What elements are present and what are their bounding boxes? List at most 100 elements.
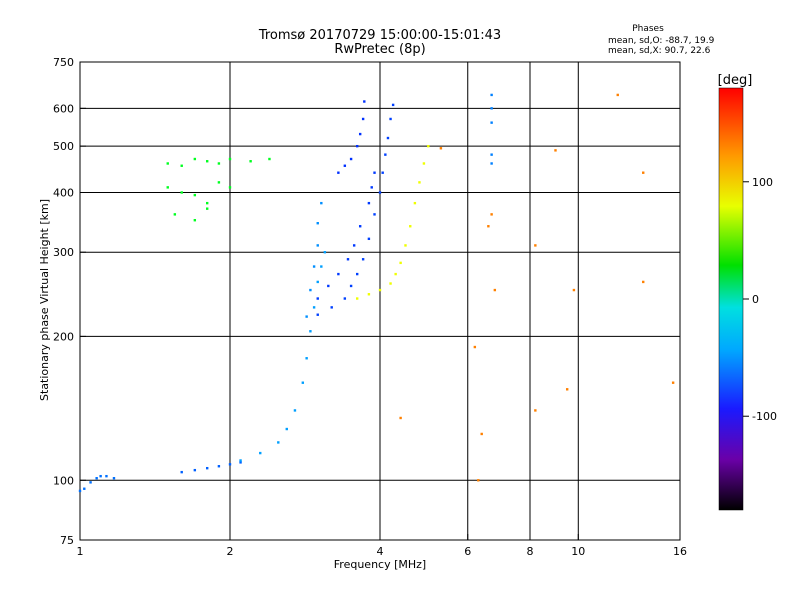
data-point	[330, 306, 333, 309]
data-point	[399, 261, 402, 265]
data-point	[112, 477, 116, 480]
colorbar-tick-label: -100	[752, 410, 777, 423]
data-point	[316, 297, 319, 300]
data-point	[268, 157, 271, 161]
y-tick-label: 750	[53, 56, 74, 69]
data-point	[173, 213, 177, 216]
data-point	[228, 463, 232, 466]
data-point	[480, 432, 483, 436]
x-tick-label: 16	[673, 545, 687, 558]
data-point	[616, 93, 619, 97]
data-point	[427, 144, 430, 148]
data-point	[193, 219, 197, 222]
data-point	[370, 186, 373, 189]
grid-lines	[80, 62, 680, 540]
data-point	[239, 461, 242, 464]
data-point	[180, 191, 183, 194]
data-point	[320, 201, 323, 205]
data-point	[384, 153, 387, 156]
data-point	[534, 409, 537, 412]
data-point	[343, 164, 347, 167]
y-tick-label: 100	[53, 474, 74, 487]
data-point	[205, 160, 209, 163]
data-point	[378, 191, 382, 194]
x-tick-label: 2	[227, 545, 234, 558]
data-point	[312, 265, 316, 268]
data-point	[671, 381, 675, 384]
data-point	[205, 207, 209, 210]
colorbar-ticks: 100 0 -100	[743, 176, 777, 423]
data-point	[316, 222, 319, 225]
data-point	[389, 117, 392, 121]
data-point	[316, 280, 319, 284]
data-point	[228, 186, 232, 189]
data-point	[355, 272, 359, 276]
data-point	[312, 306, 316, 309]
data-point	[378, 288, 382, 292]
data-point	[490, 93, 493, 97]
x-tick-label: 10	[571, 545, 585, 558]
data-point	[217, 465, 221, 468]
data-point	[305, 357, 308, 360]
data-point	[477, 479, 480, 482]
data-point	[309, 330, 312, 333]
data-point	[105, 474, 108, 478]
data-point	[534, 244, 537, 247]
colorbar-label: [deg]	[718, 73, 753, 88]
data-point	[409, 225, 412, 228]
data-point	[554, 149, 557, 152]
data-point	[493, 288, 497, 292]
data-point	[305, 315, 308, 318]
data-point	[355, 144, 359, 148]
data-point	[259, 451, 262, 455]
data-point	[399, 416, 402, 420]
x-axis-label: Frequency [MHz]	[334, 558, 426, 571]
data-point	[358, 132, 362, 136]
data-point	[316, 244, 319, 247]
data-point	[391, 103, 395, 107]
data-point	[205, 201, 209, 205]
data-point	[99, 474, 102, 478]
data-point	[309, 288, 312, 292]
data-point	[487, 225, 490, 228]
data-points	[78, 93, 675, 493]
data-point	[83, 487, 86, 490]
data-point	[346, 258, 350, 261]
data-point	[293, 409, 297, 412]
x-tick-label: 8	[527, 545, 534, 558]
x-tick-label: 1	[77, 545, 84, 558]
data-point	[642, 280, 645, 284]
data-point	[422, 162, 426, 165]
data-point	[193, 193, 197, 197]
data-point	[193, 157, 197, 161]
data-point	[361, 258, 365, 261]
data-point	[343, 297, 347, 300]
y-axis-label: Stationary phase Virtual Height [km]	[38, 199, 51, 401]
data-point	[180, 470, 183, 474]
y-tick-label: 500	[53, 140, 74, 153]
axis-ticks: 1 2 4 6 8 10 16 75 100 200 300 400 500 600 750	[53, 56, 687, 558]
data-point	[358, 225, 362, 228]
data-point	[337, 171, 340, 174]
data-point	[381, 171, 384, 174]
colorbar	[718, 87, 744, 511]
data-point	[413, 201, 417, 205]
data-point	[277, 441, 280, 444]
data-point	[367, 201, 371, 205]
data-point	[78, 489, 82, 493]
data-point	[490, 153, 493, 156]
data-point	[193, 468, 197, 472]
phases-label: Phases	[632, 24, 664, 34]
y-tick-label: 400	[53, 186, 74, 199]
data-point	[95, 477, 98, 480]
data-point	[473, 345, 477, 349]
data-point	[642, 171, 645, 174]
data-point	[205, 466, 209, 470]
y-tick-label: 75	[60, 534, 74, 547]
data-point	[572, 288, 576, 292]
data-point	[565, 388, 569, 391]
data-point	[320, 265, 323, 268]
data-point	[166, 162, 169, 165]
data-point	[373, 213, 376, 216]
